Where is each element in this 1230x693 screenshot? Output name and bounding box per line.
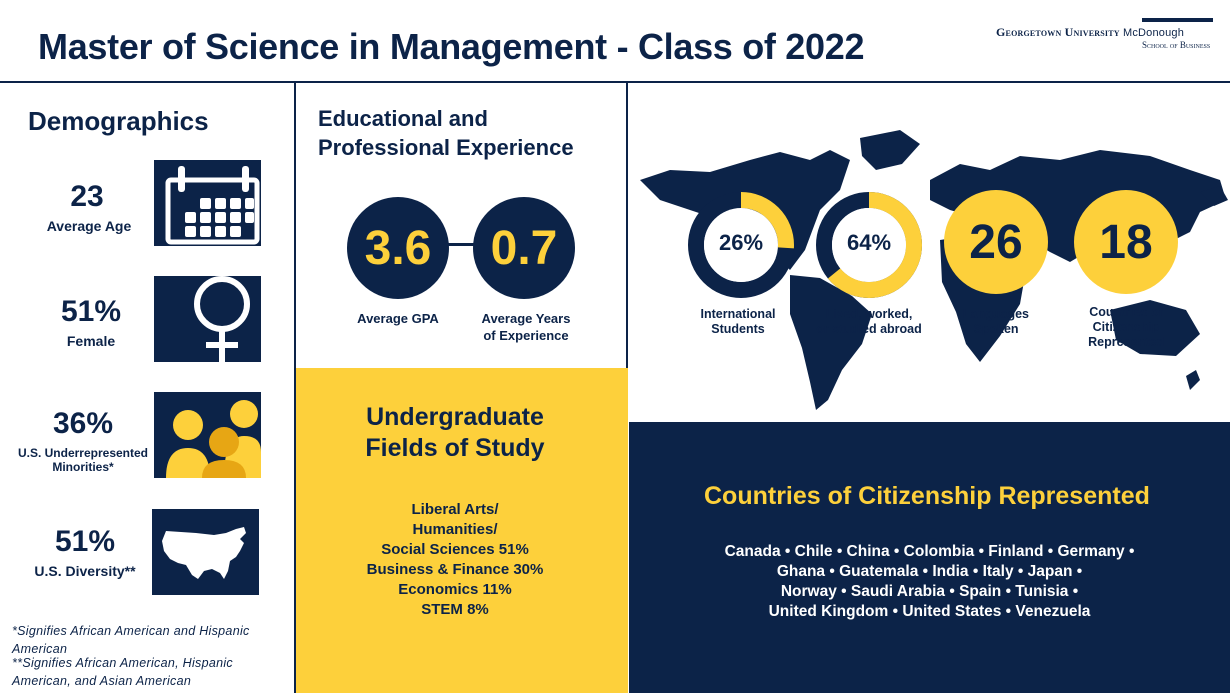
gpa-years-connector (440, 243, 480, 246)
abroad-label-line1: Lived, worked, (825, 307, 913, 321)
female-symbol-icon (154, 276, 261, 362)
years-label-line2: of Experience (483, 328, 569, 343)
experience-heading: Educational and Professional Experience (318, 104, 574, 162)
us-map-icon (152, 509, 259, 595)
fields-list: Liberal Arts/ Humanities/ Social Science… (296, 500, 614, 620)
international-ring (688, 192, 794, 298)
fields-heading-line1: Undergraduate (366, 403, 544, 431)
languages-label-line1: Languages (963, 307, 1029, 321)
female-label: Female (66, 333, 116, 349)
international-label-line1: International (700, 307, 776, 321)
international-value: 26% (718, 230, 764, 255)
female-symbol-icon-svg (194, 276, 250, 362)
countries-label-line2: Citizenship (1092, 320, 1160, 334)
countries-label-line1: Countries of (1089, 305, 1163, 319)
citizenship-line: Norway • Saudi Arabia • Spain • Tunisia … (780, 583, 1079, 600)
field-item: STEM 8% (421, 601, 489, 618)
fields-heading-line2: Fields of Study (365, 434, 545, 462)
international-label-line2: Students (711, 322, 765, 336)
field-item: Social Sciences 51% (381, 541, 529, 558)
abroad-label-line2: or studied abroad (816, 322, 922, 336)
logo-line1: Georgetown University (996, 25, 1120, 39)
citizenship-line: Ghana • Guatemala • India • Italy • Japa… (776, 563, 1083, 580)
citizenship-panel: Countries of Citizenship Represented Can… (629, 422, 1230, 693)
footnote-urm: *Signifies African American and Hispanic… (12, 624, 250, 656)
divider-left (294, 83, 296, 693)
field-item: Business & Finance 30% (366, 561, 544, 578)
field-item: Liberal Arts/ (411, 501, 499, 518)
experience-heading-line1: Educational and (318, 106, 488, 131)
fields-panel: Undergraduate Fields of Study Liberal Ar… (296, 368, 628, 693)
field-item: Economics 11% (398, 581, 512, 598)
citizenship-line: United Kingdom • United States • Venezue… (768, 603, 1091, 620)
header-divider (0, 81, 1230, 83)
gpa-value: 3.6 (364, 221, 432, 275)
us-map-icon-svg (162, 527, 246, 579)
gpa-circle: 3.6 (347, 197, 449, 299)
logo-mcdonough: McDonough (1122, 27, 1185, 39)
diversity-label: U.S. Diversity** (34, 563, 136, 579)
gpa-label: Average GPA (357, 311, 439, 326)
abroad-ring (816, 192, 922, 298)
divider-middle (626, 83, 628, 368)
people-group-icon (154, 392, 261, 478)
experience-heading-line2: Professional Experience (318, 135, 574, 160)
diversity-value: 51% (54, 525, 116, 558)
abroad-label: Lived, worked, or studied abroad (802, 307, 936, 337)
years-value: 0.7 (490, 221, 558, 275)
international-label: International Students (686, 307, 790, 337)
languages-label: Languages Spoken (944, 307, 1048, 337)
university-logo: Georgetown University McDonough School o… (996, 18, 1218, 64)
urm-value: 36% (52, 407, 114, 440)
demographics-heading: Demographics (28, 106, 209, 136)
languages-label-line2: Spoken (973, 322, 1019, 336)
countries-circle: 18 (1074, 190, 1178, 294)
logo-bar (1142, 18, 1213, 22)
calendar-icon (154, 160, 261, 246)
urm-label: U.S. Underrepresented Minorities* (17, 446, 149, 474)
citizenship-heading: Countries of Citizenship Represented (704, 482, 1150, 510)
footnote-diversity: **Signifies African American, Hispanic A… (12, 656, 233, 688)
countries-label-line3: Represented (1088, 335, 1164, 349)
logo-university-name: Georgetown University McDonough (996, 25, 1184, 40)
average-age-value: 23 (70, 180, 104, 213)
fields-heading: Undergraduate Fields of Study (296, 402, 614, 464)
countries-label: Countries of Citizenship Represented (1066, 305, 1186, 350)
years-label-line1: Average Years (481, 311, 571, 326)
languages-circle: 26 (944, 190, 1048, 294)
field-item: Humanities/ (412, 521, 498, 538)
years-label: Average Years of Experience (466, 310, 586, 344)
years-circle: 0.7 (473, 197, 575, 299)
languages-value: 26 (969, 215, 1023, 269)
page-title: Master of Science in Management - Class … (38, 26, 865, 67)
abroad-value: 64% (846, 230, 892, 255)
citizenship-list: Canada • Chile • China • Colombia • Finl… (629, 542, 1230, 622)
citizenship-line: Canada • Chile • China • Colombia • Finl… (724, 543, 1135, 560)
calendar-icon-svg (165, 166, 260, 245)
people-group-icon-svg (166, 400, 261, 478)
countries-value: 18 (1099, 215, 1153, 269)
logo-school-name: School of Business (1142, 40, 1211, 50)
average-age-label: Average Age (46, 218, 132, 234)
female-value: 51% (60, 295, 122, 328)
